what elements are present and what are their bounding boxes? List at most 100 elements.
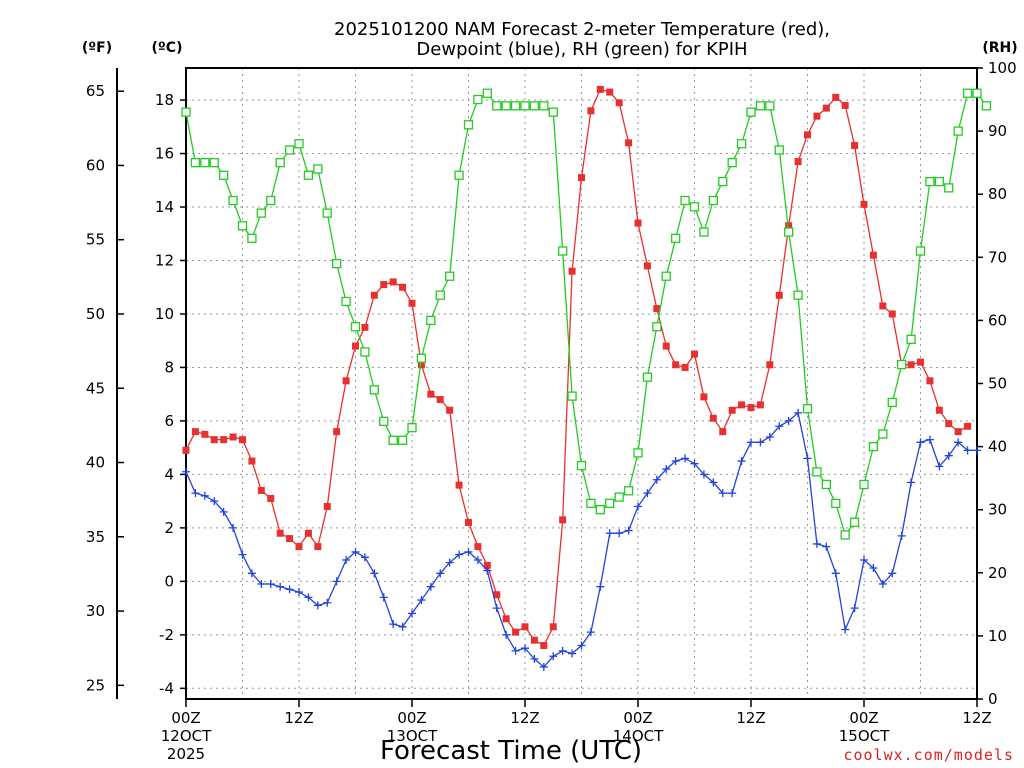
data-point <box>738 401 746 409</box>
data-point <box>342 555 351 564</box>
data-point <box>586 628 595 637</box>
data-point <box>239 436 246 444</box>
data-point <box>388 435 398 445</box>
data-point <box>746 107 756 117</box>
data-point <box>455 481 463 489</box>
data-point <box>190 157 201 168</box>
data-point <box>332 577 341 586</box>
data-point <box>540 642 548 650</box>
data-point <box>775 422 784 431</box>
data-point <box>200 157 210 168</box>
data-point <box>841 625 850 634</box>
celsius-tick-label: 4 <box>164 465 174 483</box>
data-point <box>209 157 219 168</box>
data-point <box>474 543 482 551</box>
data-point <box>408 299 416 307</box>
data-point <box>295 543 303 551</box>
fahrenheit-tick-label: 40 <box>86 454 105 472</box>
data-point <box>568 649 577 658</box>
data-point <box>455 550 464 559</box>
data-point <box>426 315 436 326</box>
chart-title-line2: Dewpoint (blue), RH (green) for KPIH <box>416 39 747 60</box>
data-point <box>417 361 425 369</box>
data-point <box>849 517 860 527</box>
data-point <box>397 435 408 445</box>
rh-tick-label: 100 <box>988 59 1017 77</box>
data-point <box>756 438 765 447</box>
data-point <box>954 438 963 447</box>
rh-tick-label: 80 <box>988 185 1007 203</box>
data-point <box>681 363 689 371</box>
data-point <box>802 404 813 414</box>
data-point <box>625 139 633 147</box>
x-tick-date: 14OCT <box>613 727 664 745</box>
data-point <box>182 467 190 476</box>
data-point <box>672 361 680 369</box>
data-point <box>973 446 981 455</box>
data-point <box>775 291 783 299</box>
celsius-tick-label: 8 <box>164 358 174 376</box>
data-point <box>926 377 934 385</box>
data-point <box>747 438 755 447</box>
data-point <box>313 601 322 610</box>
data-point <box>417 596 426 605</box>
data-point <box>436 396 444 404</box>
data-point <box>333 428 341 436</box>
data-point <box>539 101 549 111</box>
data-point <box>709 478 718 487</box>
data-point <box>860 555 868 564</box>
data-point <box>860 200 868 208</box>
celsius-unit-label: (ºC) <box>152 40 183 56</box>
data-point <box>558 646 567 655</box>
series-temperature <box>182 85 972 650</box>
data-point <box>925 435 934 444</box>
data-point <box>399 283 407 291</box>
data-point <box>859 479 869 490</box>
data-point <box>332 258 342 269</box>
celsius-tick-label: 16 <box>155 145 174 163</box>
series-dewpoint <box>182 408 981 671</box>
data-point <box>350 322 361 332</box>
data-point <box>473 94 483 105</box>
fahrenheit-tick-label: 55 <box>86 231 105 249</box>
data-point <box>502 615 510 623</box>
rh-tick-label: 90 <box>988 122 1007 140</box>
x-tick-label: 00Z <box>623 709 652 727</box>
data-point <box>228 195 238 206</box>
data-point <box>276 582 285 591</box>
data-point <box>765 432 774 441</box>
data-point <box>812 539 821 548</box>
data-point <box>652 475 661 484</box>
data-point <box>634 502 642 511</box>
data-point <box>662 342 670 350</box>
data-point <box>576 460 587 471</box>
data-point <box>755 101 766 111</box>
data-point <box>567 391 577 401</box>
data-point <box>360 347 370 357</box>
data-point <box>840 530 850 540</box>
fahrenheit-tick-label: 30 <box>86 602 105 620</box>
data-point <box>445 558 454 567</box>
data-point <box>718 176 728 187</box>
x-tick-label: 12Z <box>736 709 765 727</box>
fahrenheit-unit-label: (ºF) <box>82 40 112 56</box>
celsius-tick-label: 18 <box>155 91 174 109</box>
data-point <box>408 609 416 618</box>
data-point <box>435 290 445 300</box>
rh-tick-label: 30 <box>988 501 1007 519</box>
data-point <box>736 139 747 149</box>
data-point <box>634 219 642 227</box>
celsius-tick-label: -4 <box>159 679 174 697</box>
data-point <box>267 494 275 502</box>
data-point <box>369 385 379 395</box>
data-series <box>181 85 992 671</box>
data-point <box>841 101 849 109</box>
rh-tick-label: 20 <box>988 564 1007 582</box>
data-point <box>888 310 896 318</box>
data-point <box>624 526 633 535</box>
data-point <box>370 291 378 299</box>
data-point <box>962 88 973 98</box>
data-point <box>615 99 623 107</box>
data-point <box>512 628 520 636</box>
